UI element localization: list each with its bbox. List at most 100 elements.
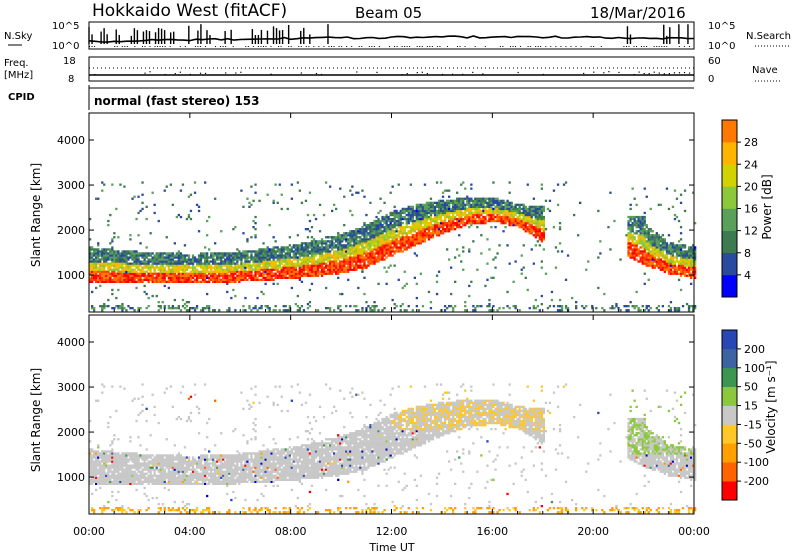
- power-cell: [466, 209, 469, 213]
- power-cell: [101, 268, 104, 271]
- power-cell: [540, 209, 543, 213]
- power-cell: [464, 301, 467, 304]
- power-cell: [254, 307, 257, 310]
- power-cell: [423, 228, 427, 231]
- power-cell: [643, 224, 646, 227]
- power-cell: [365, 307, 368, 310]
- power-cell: [641, 228, 644, 231]
- power-cell: [135, 266, 138, 269]
- velocity-cell: [99, 452, 102, 455]
- power-cell: [300, 252, 304, 255]
- power-cell: [270, 272, 273, 275]
- power-cell: [325, 240, 328, 243]
- power-cell: [675, 252, 679, 255]
- power-cell: [518, 205, 521, 208]
- nsearch-dot: [245, 46, 247, 47]
- power-cell: [681, 252, 685, 255]
- power-cell: [446, 224, 449, 227]
- power-cell: [325, 250, 328, 253]
- power-cell: [534, 230, 537, 233]
- power-cell: [470, 183, 473, 186]
- freq-dot: [472, 71, 474, 74]
- power-cell: [189, 260, 193, 263]
- power-cell: [510, 213, 513, 217]
- power-cell: [333, 236, 336, 239]
- power-cell: [375, 250, 378, 253]
- power-cell: [524, 211, 527, 215]
- power-cell: [129, 307, 132, 310]
- power-cell: [643, 217, 646, 221]
- power-cell: [546, 207, 550, 211]
- power-cell: [234, 272, 237, 275]
- nsearch-dot: [280, 46, 282, 47]
- power-cell: [468, 211, 471, 215]
- power-cell: [403, 270, 406, 273]
- power-cell: [637, 260, 640, 263]
- power-cell: [343, 250, 346, 253]
- power-cell: [157, 258, 160, 261]
- power-cell: [318, 240, 322, 243]
- power-cell: [111, 272, 114, 275]
- nsearch-dot: [520, 46, 522, 47]
- power-cell: [169, 270, 172, 273]
- power-cell: [446, 215, 449, 219]
- power-cell: [214, 262, 217, 265]
- power-cell: [218, 270, 221, 273]
- power-cell: [282, 260, 285, 263]
- power-cell: [377, 230, 380, 233]
- power-cell: [673, 248, 677, 251]
- power-cell: [133, 262, 136, 265]
- power-cell: [129, 270, 132, 273]
- power-cell: [141, 270, 144, 273]
- power-cell: [306, 248, 310, 251]
- velocity-cell: [99, 480, 102, 483]
- power-cell: [272, 272, 275, 275]
- power-cell: [298, 250, 301, 253]
- power-cell: [488, 217, 491, 221]
- power-cell: [298, 272, 301, 275]
- power-cell: [423, 213, 427, 217]
- power-cell: [169, 252, 172, 255]
- velocity-cell: [91, 492, 94, 496]
- power-cell: [316, 272, 320, 275]
- power-cell: [210, 268, 213, 271]
- power-cell: [117, 250, 120, 253]
- power-cell: [365, 236, 368, 239]
- power-cell: [443, 205, 447, 208]
- power-cell: [694, 272, 697, 275]
- power-cell: [365, 256, 368, 259]
- power-cell: [651, 258, 654, 261]
- power-cell: [403, 232, 406, 235]
- power-cell: [89, 258, 92, 261]
- power-cell: [300, 266, 304, 269]
- power-cell: [119, 260, 122, 263]
- power-cell: [177, 213, 180, 217]
- power-cell: [427, 230, 431, 233]
- power-cell: [365, 254, 368, 257]
- power-cell: [421, 236, 425, 239]
- power-cell: [460, 199, 463, 202]
- power-cell: [675, 248, 679, 251]
- power-cell: [318, 246, 322, 249]
- power-cell: [248, 274, 251, 277]
- power-cell: [669, 301, 673, 304]
- power-cell: [692, 309, 695, 312]
- power-cell: [415, 219, 418, 223]
- power-cell: [478, 197, 481, 200]
- power-cell: [163, 307, 166, 310]
- power-cell: [329, 272, 332, 275]
- power-cell: [266, 254, 269, 257]
- power-cell: [117, 274, 120, 277]
- power-cell: [532, 230, 535, 233]
- power-cell: [435, 211, 439, 215]
- power-cell: [448, 213, 451, 217]
- power-cell: [667, 248, 671, 251]
- power-cell: [274, 272, 277, 275]
- power-cell: [550, 290, 554, 294]
- power-cell: [538, 232, 541, 235]
- power-cell: [97, 248, 100, 251]
- power-cell: [647, 228, 650, 231]
- power-cell: [452, 203, 455, 206]
- power-cell: [185, 305, 189, 308]
